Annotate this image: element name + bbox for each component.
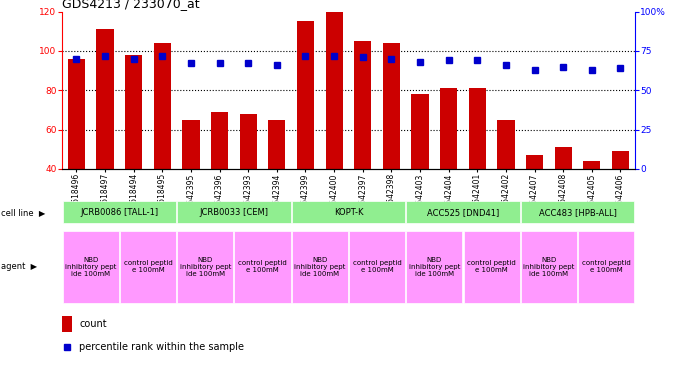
Bar [349,230,405,303]
Bar [63,230,119,303]
Text: GDS4213 / 233070_at: GDS4213 / 233070_at [62,0,199,10]
Bar [182,120,199,248]
Bar [526,155,543,248]
Text: count: count [79,319,107,329]
Text: ACC483 [HPB-ALL]: ACC483 [HPB-ALL] [539,208,616,217]
Bar [63,201,176,223]
Text: NBD
inhibitory pept
ide 100mM: NBD inhibitory pept ide 100mM [294,257,346,277]
Text: percentile rank within the sample: percentile rank within the sample [79,342,244,352]
Bar [440,88,457,248]
Text: NBD
inhibitory pept
ide 100mM: NBD inhibitory pept ide 100mM [65,257,117,277]
Bar [497,120,515,248]
Bar [354,41,371,248]
Bar [120,230,176,303]
Bar [521,201,634,223]
Bar [68,59,85,248]
Bar [521,230,577,303]
Text: control peptid
e 100mM: control peptid e 100mM [467,260,516,273]
Bar [239,114,257,248]
Text: ACC525 [DND41]: ACC525 [DND41] [427,208,499,217]
Bar [464,230,520,303]
Bar [583,161,600,248]
Text: control peptid
e 100mM: control peptid e 100mM [124,260,172,273]
Text: control peptid
e 100mM: control peptid e 100mM [582,260,631,273]
Text: NBD
inhibitory pept
ide 100mM: NBD inhibitory pept ide 100mM [523,257,575,277]
Bar [292,201,405,223]
Bar [406,230,462,303]
Bar [154,43,171,248]
Bar [292,230,348,303]
Bar [125,55,142,248]
Text: cell line  ▶: cell line ▶ [1,208,46,217]
Bar [406,201,520,223]
Text: JCRB0033 [CEM]: JCRB0033 [CEM] [199,208,268,217]
Text: NBD
inhibitory pept
ide 100mM: NBD inhibitory pept ide 100mM [179,257,231,277]
Bar [383,43,400,248]
Bar [297,22,314,248]
Bar [177,201,290,223]
Bar [578,230,634,303]
Bar [411,94,428,248]
Bar [268,120,286,248]
Bar [211,112,228,248]
Bar [469,88,486,248]
Bar [235,230,290,303]
Bar [555,147,572,248]
Text: JCRB0086 [TALL-1]: JCRB0086 [TALL-1] [80,208,159,217]
Bar [177,230,233,303]
Bar [612,151,629,248]
Text: control peptid
e 100mM: control peptid e 100mM [353,260,402,273]
Bar [326,12,343,248]
Text: KOPT-K: KOPT-K [334,208,363,217]
Bar [97,29,114,248]
Text: control peptid
e 100mM: control peptid e 100mM [238,260,287,273]
Text: agent  ▶: agent ▶ [1,262,37,271]
Bar [62,316,72,332]
Text: NBD
inhibitory pept
ide 100mM: NBD inhibitory pept ide 100mM [408,257,460,277]
